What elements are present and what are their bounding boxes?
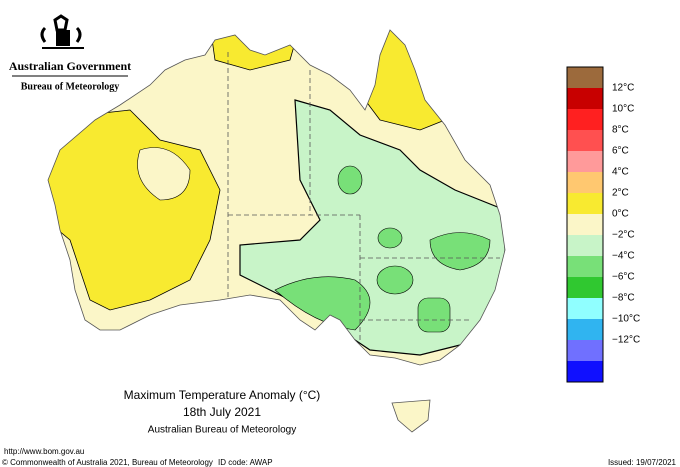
legend-label: 4°C [612,167,629,178]
legend-label: 10°C [612,104,634,115]
agency: Australian Government [9,59,131,73]
legend-swatch [567,172,603,193]
legend-swatch [567,298,603,319]
legend-swatch [567,340,603,361]
legend-label: 8°C [612,125,629,136]
legend-swatch [567,256,603,277]
legend-swatch [567,67,603,88]
bureau: Bureau of Meteorology [21,81,120,92]
legend-label: −12°C [612,335,640,346]
footer-id: ID code: AWAP [218,458,273,467]
legend-swatch [567,277,603,298]
legend-swatch [567,193,603,214]
footer-issued: Issued: 19/07/2021 [608,458,677,467]
legend-swatch [567,235,603,256]
legend-label: 6°C [612,146,629,157]
legend-swatch [567,88,603,109]
legend-label: 2°C [612,188,629,199]
legend-swatch [567,361,603,382]
legend-frame [566,66,604,383]
legend-swatch [567,151,603,172]
legend-label: −6°C [612,272,635,283]
footer-url: http://www.bom.gov.au [4,447,84,456]
legend-label: −4°C [612,251,635,262]
legend-label: −2°C [612,230,635,241]
caption-date: 18th July 2021 [183,405,261,419]
footer-copyright: © Commonwealth of Australia 2021, Bureau… [2,458,213,467]
legend-label: 12°C [612,83,634,94]
legend-label: −10°C [612,314,640,325]
legend-swatch [567,109,603,130]
legend-label: −8°C [612,293,635,304]
legend-swatch [567,130,603,151]
legend-swatch [567,319,603,340]
caption-source: Australian Bureau of Meteorology [148,425,296,436]
legend: 12°C 10°C 8°C 6°C 4°C 2°C 0°C −2°C −4°C −6°C −8°C −… [566,66,640,383]
legend-swatch [567,214,603,235]
logo [40,14,84,49]
legend-label: 0°C [612,209,629,220]
caption-title: Maximum Temperature Anomaly (°C) [124,388,321,402]
